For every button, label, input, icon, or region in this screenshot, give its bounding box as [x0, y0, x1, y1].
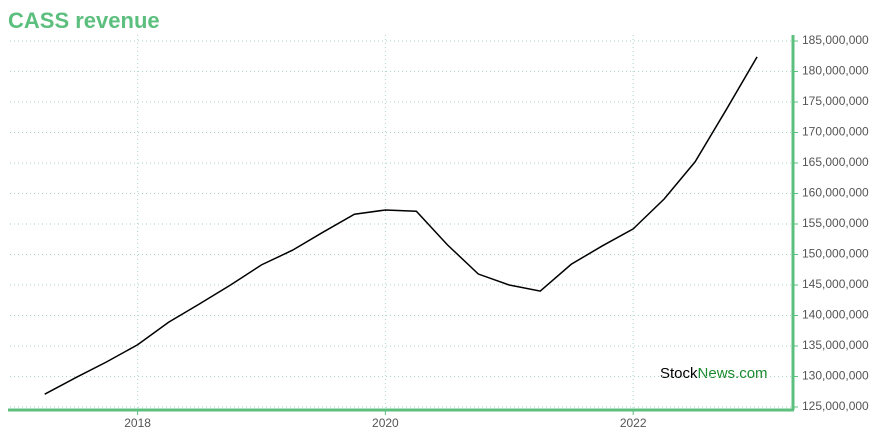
watermark-part: News.com	[698, 365, 768, 382]
y-tick-label: 165,000,000	[802, 155, 869, 169]
x-tick-label: 2020	[372, 416, 399, 430]
y-tick-label: 135,000,000	[802, 338, 869, 352]
chart-title: CASS revenue	[8, 8, 160, 33]
y-tick-label: 175,000,000	[802, 94, 869, 108]
y-tick-label: 150,000,000	[802, 247, 869, 261]
y-tick-label: 155,000,000	[802, 216, 869, 230]
x-tick-label: 2022	[620, 416, 647, 430]
x-tick-label: 2018	[124, 416, 151, 430]
y-tick-label: 145,000,000	[802, 277, 869, 291]
y-tick-label: 160,000,000	[802, 186, 869, 200]
watermark-part: Stock	[660, 365, 698, 382]
y-tick-label: 140,000,000	[802, 308, 869, 322]
y-tick-label: 180,000,000	[802, 64, 869, 78]
y-tick-label: 170,000,000	[802, 125, 869, 139]
y-tick-label: 125,000,000	[802, 399, 869, 413]
line	[44, 56, 758, 395]
watermark: StockNews.com	[660, 365, 768, 382]
y-tick-label: 130,000,000	[802, 369, 869, 383]
y-tick-label: 185,000,000	[802, 33, 869, 47]
